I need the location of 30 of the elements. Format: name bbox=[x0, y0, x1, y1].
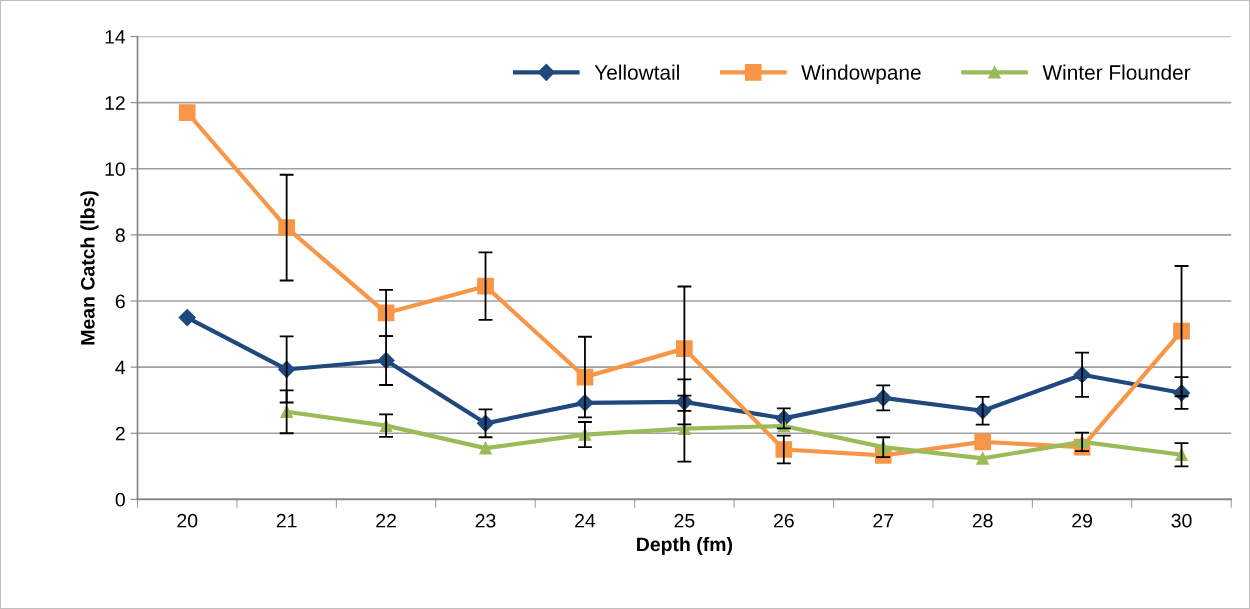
x-tick-label: 26 bbox=[773, 513, 794, 528]
point bbox=[1173, 322, 1190, 340]
legend-label: Winter Flounder bbox=[1042, 64, 1191, 80]
x-tick-label: 21 bbox=[276, 513, 297, 528]
x-tick-label: 20 bbox=[177, 513, 198, 528]
y-tick-label: 14 bbox=[105, 30, 126, 44]
legend-label: Windowpane bbox=[801, 64, 921, 84]
x-tick-label: 28 bbox=[972, 513, 993, 528]
point bbox=[178, 308, 196, 327]
point bbox=[974, 433, 992, 451]
y-tick-label: 0 bbox=[115, 492, 125, 507]
y-axis-title: Mean Catch (lbs) bbox=[80, 191, 99, 345]
y-tick-label: 12 bbox=[105, 96, 125, 110]
y-tick-label: 10 bbox=[105, 162, 125, 177]
x-tick-label: 24 bbox=[575, 513, 596, 528]
x-tick-label: 23 bbox=[475, 513, 496, 528]
y-tick-label: 2 bbox=[115, 426, 125, 441]
point bbox=[178, 104, 196, 121]
x-tick-label: 29 bbox=[1072, 513, 1092, 528]
point bbox=[976, 452, 989, 465]
x-tick-label: 30 bbox=[1171, 513, 1192, 528]
x-tick-label: 27 bbox=[873, 513, 894, 528]
y-tick-label: 6 bbox=[115, 294, 125, 309]
point bbox=[479, 441, 492, 455]
y-tick-label: 4 bbox=[115, 360, 126, 375]
y-tick-label: 8 bbox=[115, 228, 125, 243]
legend-label: Yellowtail bbox=[594, 64, 679, 80]
x-tick-label: 25 bbox=[674, 513, 695, 528]
x-tick-label: 22 bbox=[376, 513, 396, 528]
x-axis-title: Depth (fm) bbox=[637, 536, 733, 556]
